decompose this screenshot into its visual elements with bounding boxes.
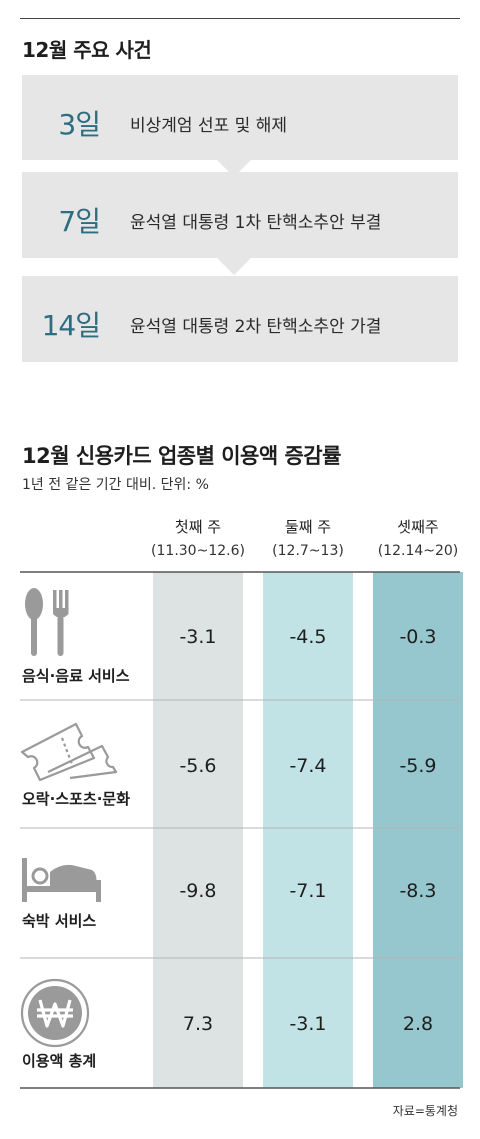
event-text: 윤석열 대통령 2차 탄핵소추안 가결 bbox=[130, 317, 382, 337]
data-label: -3.1 bbox=[179, 626, 216, 648]
event-text: 비상계엄 선포 및 해제 bbox=[130, 116, 287, 136]
data-label: 2.8 bbox=[403, 1013, 433, 1035]
data-label: -0.3 bbox=[399, 626, 436, 648]
data-label: -3.1 bbox=[289, 1013, 326, 1035]
arrow-notch bbox=[353, 880, 364, 900]
top-rule bbox=[20, 18, 460, 19]
arrow-notch bbox=[243, 1013, 254, 1033]
event-box bbox=[22, 276, 458, 362]
data-label: -8.3 bbox=[399, 880, 436, 902]
event-box bbox=[22, 75, 458, 177]
data-label: -9.8 bbox=[179, 880, 216, 902]
column-name: 첫째 주 bbox=[174, 518, 222, 536]
column-header: 첫째 주 (11.30~12.6) bbox=[143, 515, 253, 563]
column-name: 둘째 주 bbox=[284, 518, 332, 536]
event-day: 14일 bbox=[41, 309, 101, 342]
arrow-notch bbox=[353, 1013, 364, 1033]
arrow-notch bbox=[243, 755, 254, 775]
chart-subtitle: 1년 전 같은 기간 대비. 단위: % bbox=[22, 477, 209, 493]
event-day: 3일 bbox=[58, 108, 101, 141]
column-band bbox=[153, 572, 243, 1088]
arrow-notch bbox=[353, 626, 364, 646]
row-label: 음식·음료 서비스 bbox=[22, 667, 130, 685]
fork-spoon-icon bbox=[25, 588, 69, 656]
source-note: 자료=통계청 bbox=[392, 1104, 458, 1118]
events-timeline bbox=[22, 75, 458, 362]
data-label: -5.9 bbox=[399, 755, 436, 777]
arrow-notch bbox=[243, 626, 254, 646]
arrow-notch bbox=[353, 755, 364, 775]
column-band bbox=[373, 572, 463, 1088]
column-period: (12.14~20) bbox=[377, 543, 459, 559]
bed-icon bbox=[22, 858, 101, 902]
row-label: 오락·스포츠·문화 bbox=[22, 790, 130, 808]
column-period: (12.7~13) bbox=[272, 543, 344, 559]
ticket-icon bbox=[20, 722, 118, 782]
won-coin-icon bbox=[20, 978, 90, 1048]
data-label: -7.1 bbox=[289, 880, 326, 902]
row-label: 이용액 총계 bbox=[22, 1052, 97, 1070]
column-name: 셋째주 bbox=[397, 518, 439, 536]
event-text: 윤석열 대통령 1차 탄핵소추안 부결 bbox=[130, 213, 382, 233]
event-box bbox=[22, 172, 458, 275]
data-label: -5.6 bbox=[179, 755, 216, 777]
column-band bbox=[263, 572, 353, 1088]
event-day: 7일 bbox=[58, 205, 101, 238]
events-title: 12월 주요 사건 bbox=[22, 38, 152, 62]
data-label: -4.5 bbox=[289, 626, 326, 648]
column-header: 셋째주 (12.14~20) bbox=[363, 515, 473, 563]
chart-title: 12월 신용카드 업종별 이용액 증감률 bbox=[22, 444, 341, 468]
row-label: 숙박 서비스 bbox=[22, 912, 97, 930]
column-header: 둘째 주 (12.7~13) bbox=[253, 515, 363, 563]
arrow-notch bbox=[243, 880, 254, 900]
data-label: -7.4 bbox=[289, 755, 326, 777]
column-period: (11.30~12.6) bbox=[151, 543, 245, 559]
data-label: 7.3 bbox=[183, 1013, 213, 1035]
